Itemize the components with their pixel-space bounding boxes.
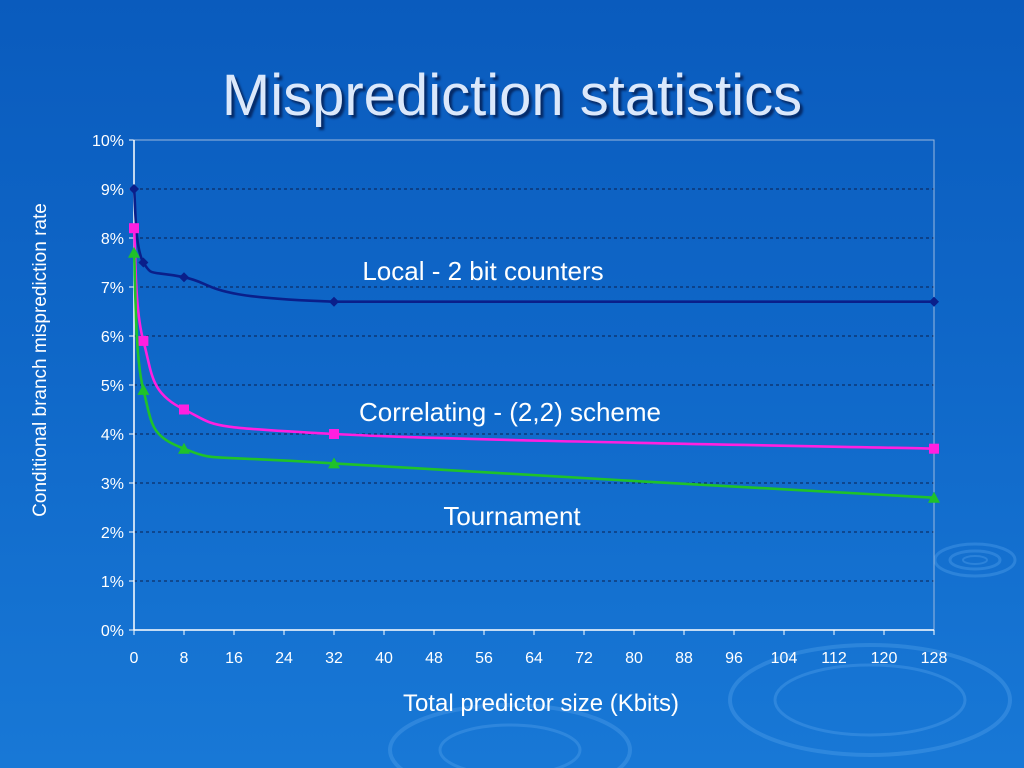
x-tick-label: 88 — [675, 650, 693, 667]
x-tick-label: 32 — [325, 650, 343, 667]
data-point-diamond — [138, 257, 149, 268]
x-tick-label: 8 — [180, 650, 189, 667]
y-tick-label: 8% — [101, 231, 124, 248]
x-tick-label: 24 — [275, 650, 293, 667]
y-tick-label: 7% — [101, 280, 124, 297]
y-tick-label: 5% — [101, 378, 124, 395]
data-point-square — [138, 335, 149, 346]
x-tick-label: 72 — [575, 650, 593, 667]
series-group — [128, 184, 940, 503]
y-tick-label: 6% — [101, 329, 124, 346]
y-tick-label: 4% — [101, 427, 124, 444]
series-line — [132, 228, 935, 450]
axes — [133, 140, 935, 635]
series-line — [132, 252, 935, 499]
y-tick-label: 1% — [101, 574, 124, 591]
data-point-triangle — [137, 383, 150, 395]
x-tick-label: 80 — [625, 650, 643, 667]
x-tick-label: 16 — [225, 650, 243, 667]
gridlines — [129, 139, 934, 631]
y-tick-label: 0% — [101, 623, 124, 640]
y-tick-label: 3% — [101, 476, 124, 493]
annotation-label: Local - 2 bit counters — [362, 256, 603, 286]
x-tick-label: 40 — [375, 650, 393, 667]
data-point-square — [929, 443, 939, 454]
data-point-diamond — [179, 272, 189, 283]
data-point-square — [179, 404, 189, 415]
data-point-triangle — [328, 457, 340, 469]
x-tick-label: 64 — [525, 650, 543, 667]
x-tick-label: 112 — [821, 650, 847, 667]
data-point-triangle — [928, 491, 940, 503]
annotation-label: Correlating - (2,2) scheme — [359, 397, 661, 427]
x-axis-label: Total predictor size (Kbits) — [403, 690, 679, 717]
data-point-diamond — [329, 296, 339, 307]
x-tick-labels: 0 8 16 24 32 40 48 56 64 72 80 88 96 104 112 120 128 — [130, 650, 948, 667]
y-tick-label: 9% — [101, 182, 124, 199]
x-tick-label: 120 — [871, 650, 898, 667]
data-point-triangle — [128, 246, 140, 258]
data-point-diamond — [929, 296, 939, 307]
annotations: Local - 2 bit counters Correlating - (2,2… — [359, 256, 661, 531]
x-tick-label: 48 — [425, 650, 443, 667]
data-point-square — [129, 223, 139, 234]
x-tick-label: 96 — [725, 650, 743, 667]
x-tick-label: 104 — [771, 650, 798, 667]
slide-title: Misprediction statistics — [221, 63, 803, 128]
x-tick-label: 56 — [475, 650, 493, 667]
y-axis-label: Conditional branch misprediction rate — [30, 203, 51, 517]
x-tick-label: 0 — [130, 650, 139, 667]
x-tick-label: 128 — [921, 650, 948, 667]
y-tick-label: 2% — [101, 525, 124, 542]
data-point-triangle — [178, 442, 190, 454]
y-tick-labels: 0% 1% 2% 3% 4% 5% 6% 7% 8% 9% 10% — [92, 133, 124, 640]
data-point-square — [329, 429, 339, 439]
y-tick-label: 10% — [92, 133, 124, 150]
data-point-diamond — [129, 184, 139, 194]
annotation-label: Tournament — [443, 501, 581, 531]
